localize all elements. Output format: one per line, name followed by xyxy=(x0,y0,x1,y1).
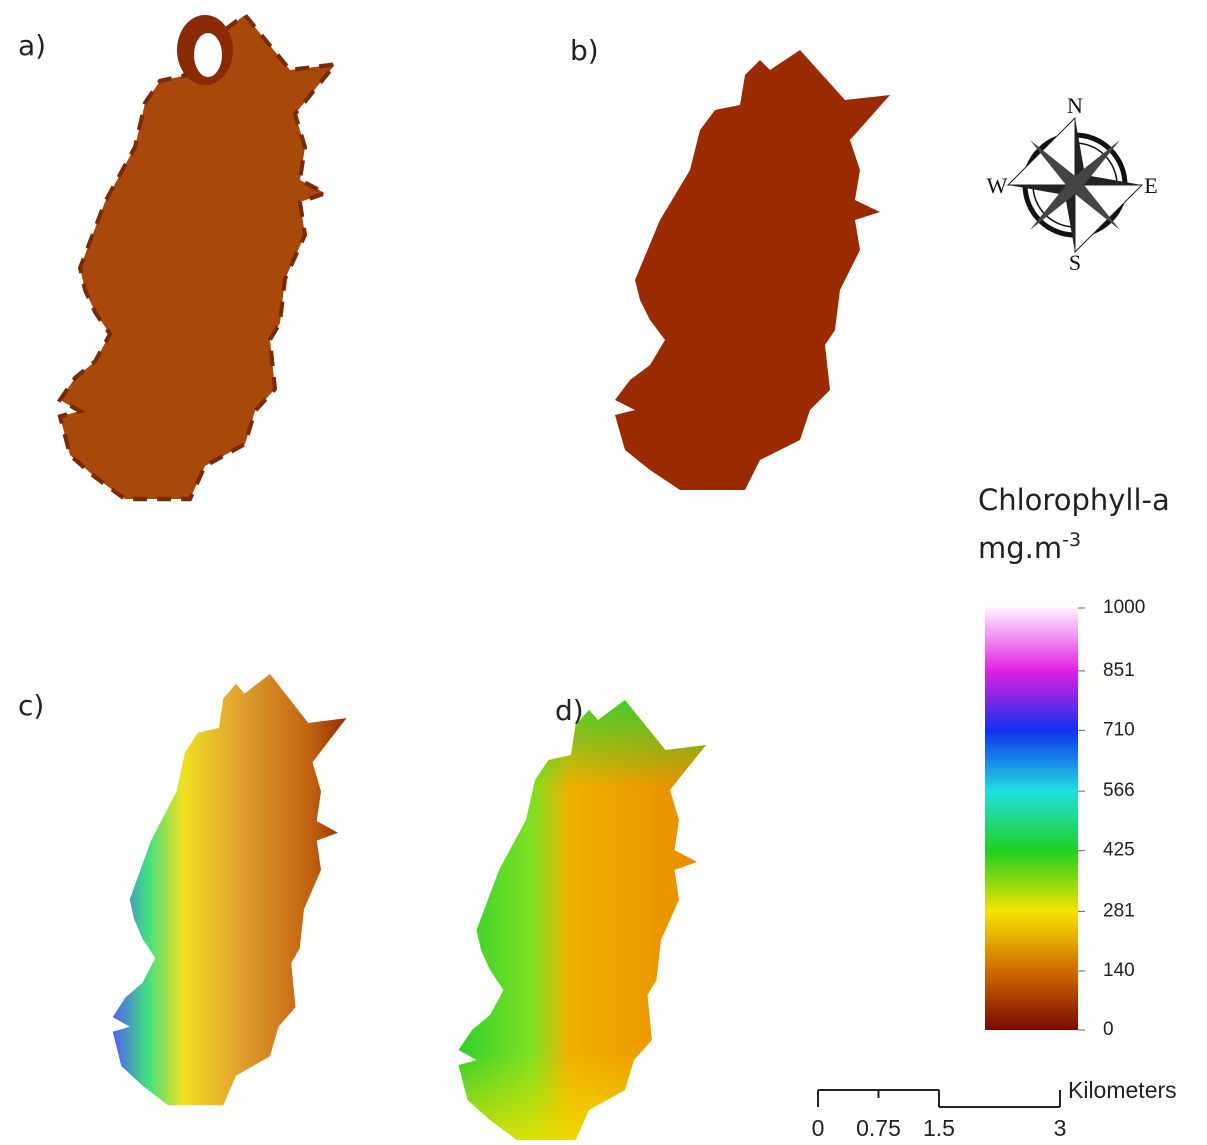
compass-south: S xyxy=(1069,250,1081,275)
legend-tick-label: 281 xyxy=(1103,900,1135,921)
scale-tick-label: 0.75 xyxy=(856,1115,901,1141)
scale-tick-label: 3 xyxy=(1054,1115,1067,1141)
legend-tick-label: 0 xyxy=(1103,1019,1114,1040)
panel-label: a) xyxy=(18,29,46,62)
map-b xyxy=(615,50,890,490)
scale-tick-label: 1.5 xyxy=(923,1115,955,1141)
color-ramp xyxy=(985,608,1078,1030)
legend-tick-label: 425 xyxy=(1103,840,1135,861)
legend-title: Chlorophyll-a xyxy=(978,483,1170,517)
scale-tick-label: 0 xyxy=(812,1115,825,1141)
legend-tick-label: 566 xyxy=(1103,780,1135,801)
unit-base: mg.m xyxy=(978,531,1062,565)
legend-tick-label: 1000 xyxy=(1103,597,1145,618)
panel-label: d) xyxy=(555,694,584,727)
compass-north: N xyxy=(1067,93,1083,118)
legend-tick-label: 710 xyxy=(1103,719,1135,740)
legend-unit: mg.m-3 xyxy=(978,529,1081,565)
page: {"panels": [{"label": "a)"}, {"label": "… xyxy=(0,0,1207,1145)
scale-unit: Kilometers xyxy=(1068,1077,1177,1103)
unit-superscript: -3 xyxy=(1062,529,1081,551)
map-a xyxy=(60,15,335,499)
map-d xyxy=(459,700,707,1140)
compass-east: E xyxy=(1144,173,1157,198)
legend-tick-label: 851 xyxy=(1103,660,1135,681)
map-c xyxy=(113,674,347,1105)
compass xyxy=(1008,118,1142,252)
legend-tick-label: 140 xyxy=(1103,960,1135,981)
panel-label: c) xyxy=(18,689,44,722)
panel-label: b) xyxy=(570,34,599,67)
compass-west: W xyxy=(987,173,1008,198)
figure: a) b) c) d) N E S W Chlorophyll-a mg.m-3… xyxy=(0,0,1207,1145)
